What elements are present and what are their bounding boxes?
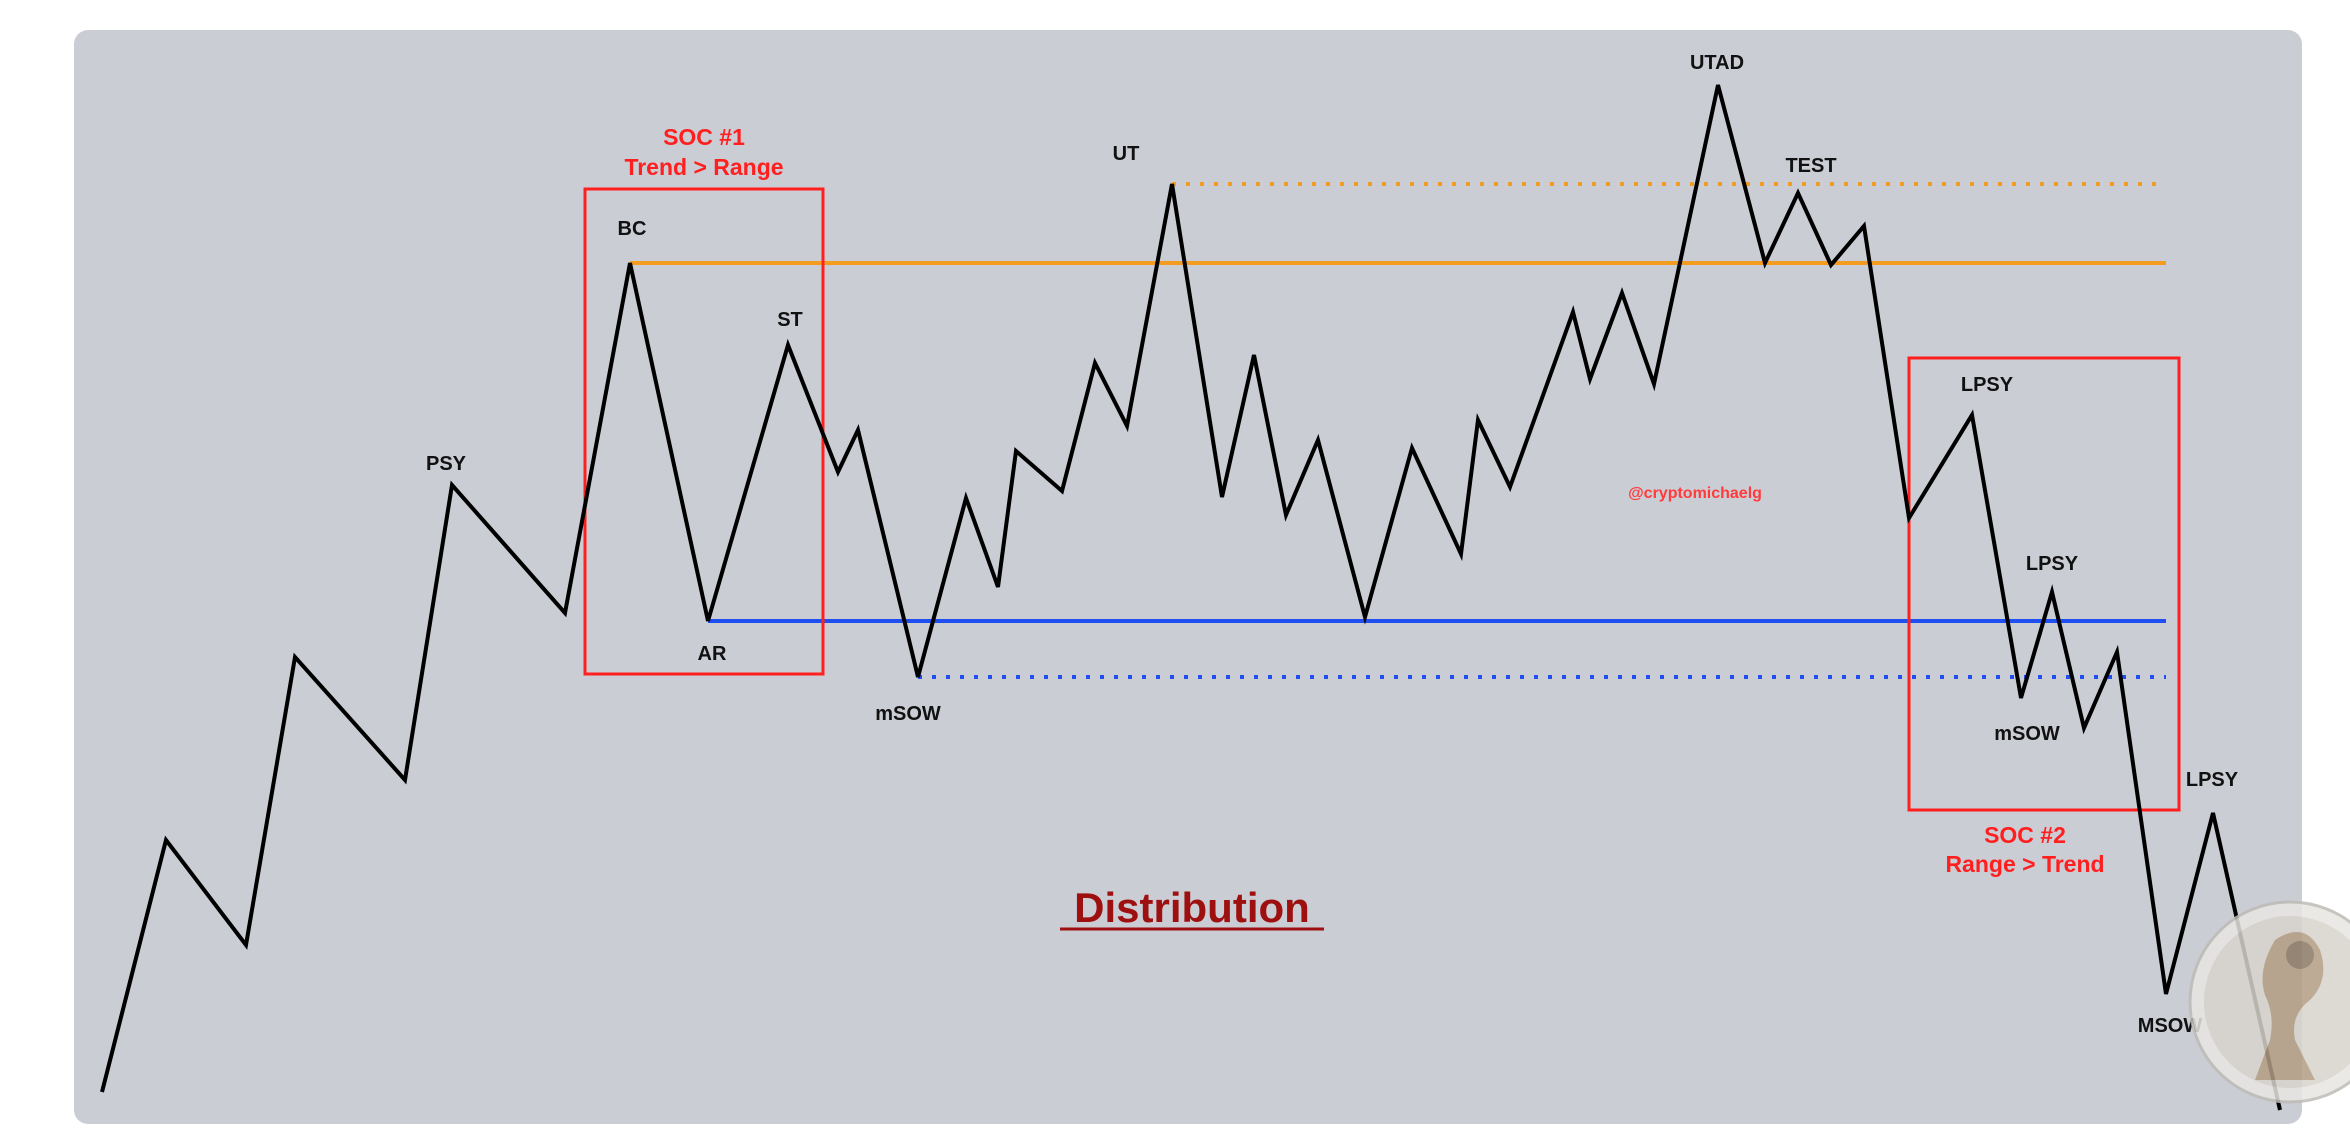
soc2-box <box>1907 356 2181 812</box>
diagram-panel <box>74 30 2302 1124</box>
soc2-title: SOC #2 <box>1984 822 2066 848</box>
bc-label: BC <box>618 218 647 240</box>
psy-label: PSY <box>426 453 467 475</box>
soc2-subtitle: Range > Trend <box>1945 851 2104 877</box>
lpsy-label-3: LPSY <box>2186 769 2239 791</box>
diagram-title: Distribution <box>1074 884 1310 931</box>
lpsy-label-2: LPSY <box>2026 553 2079 575</box>
soc1-subtitle: Trend > Range <box>624 154 783 180</box>
price-path <box>100 84 2282 1111</box>
msow-final-label: MSOW <box>2138 1015 2203 1037</box>
msow-left-label: mSOW <box>875 703 941 725</box>
round-avatar-logo-icon <box>2188 900 2350 1104</box>
ut-label: UT <box>1113 143 1140 165</box>
test-label: TEST <box>1785 155 1836 177</box>
st-label: ST <box>777 309 803 331</box>
msow-right-label: mSOW <box>1994 723 2060 745</box>
ar-label: AR <box>698 643 727 665</box>
soc1-title: SOC #1 <box>663 124 745 150</box>
utad-label: UTAD <box>1690 52 1744 74</box>
lpsy-label-1: LPSY <box>1961 374 2014 396</box>
author-watermark: @cryptomichaelg <box>1628 485 1762 502</box>
